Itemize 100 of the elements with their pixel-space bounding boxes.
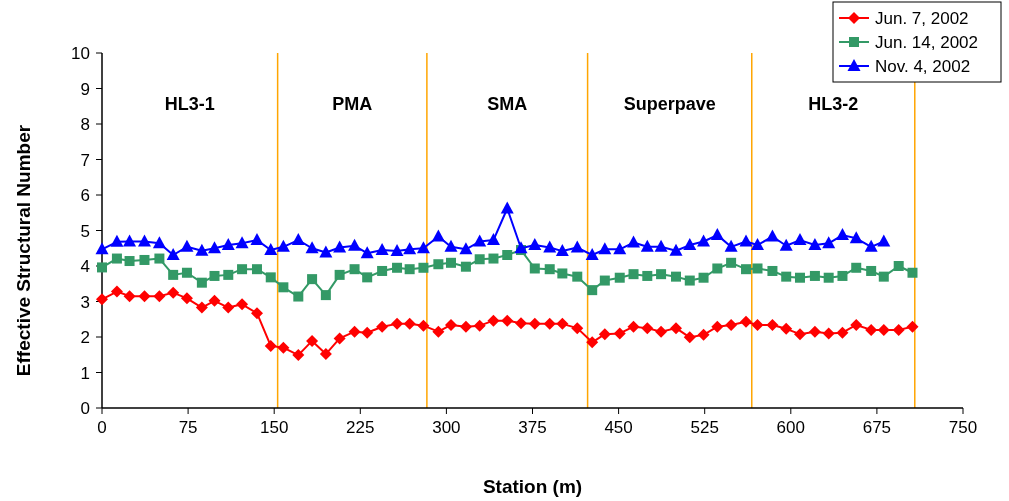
- point: [390, 244, 404, 257]
- point: [377, 265, 388, 276]
- point: [765, 229, 779, 242]
- point: [751, 238, 765, 251]
- point: [642, 270, 653, 281]
- point: [306, 334, 319, 347]
- y-tick-label: 7: [80, 150, 90, 170]
- y-tick-label: 9: [80, 79, 90, 99]
- point: [543, 317, 556, 330]
- x-tick-label: 600: [776, 418, 805, 437]
- point: [444, 239, 458, 252]
- point: [391, 317, 404, 330]
- point: [740, 315, 753, 328]
- point: [767, 265, 778, 276]
- y-tick-label: 0: [80, 399, 90, 418]
- point: [864, 239, 878, 252]
- point: [822, 236, 836, 249]
- point: [264, 339, 277, 352]
- point: [793, 328, 806, 341]
- point: [654, 239, 668, 252]
- point: [656, 269, 667, 280]
- point: [528, 238, 542, 251]
- point: [878, 271, 889, 282]
- point: [683, 238, 697, 251]
- point: [655, 325, 668, 338]
- point: [250, 307, 263, 320]
- legend-label: Jun. 14, 2002: [875, 33, 979, 52]
- point: [376, 320, 389, 333]
- point: [780, 322, 793, 335]
- point: [835, 228, 849, 241]
- point: [781, 271, 792, 282]
- x-axis-title: Station (m): [482, 476, 583, 497]
- point: [793, 233, 807, 246]
- point: [906, 320, 919, 333]
- point: [627, 320, 640, 333]
- point: [307, 274, 318, 285]
- point: [710, 228, 724, 241]
- point: [459, 242, 473, 255]
- point: [572, 271, 583, 282]
- x-tick-label: 675: [862, 418, 892, 437]
- point: [474, 254, 485, 265]
- y-tick-label: 2: [80, 328, 90, 347]
- point: [837, 270, 848, 281]
- point: [319, 245, 333, 258]
- point: [711, 320, 724, 333]
- point: [319, 348, 332, 361]
- point: [333, 240, 347, 253]
- point: [822, 327, 835, 340]
- point: [555, 244, 569, 257]
- point: [349, 264, 360, 275]
- y-tick-label: 5: [80, 221, 90, 241]
- point: [418, 262, 429, 273]
- point: [502, 250, 513, 260]
- point: [808, 325, 821, 338]
- point: [851, 262, 862, 273]
- point: [208, 294, 221, 307]
- point: [180, 292, 193, 305]
- point: [473, 319, 486, 332]
- annotation: SMA: [487, 93, 528, 114]
- point: [628, 269, 639, 280]
- x-tick-label: 450: [604, 418, 633, 437]
- point: [362, 272, 373, 283]
- point: [877, 234, 891, 247]
- point: [139, 254, 150, 265]
- point: [208, 241, 221, 254]
- point: [111, 253, 122, 264]
- point: [514, 241, 528, 254]
- point: [276, 239, 290, 252]
- point: [196, 277, 207, 288]
- point: [501, 314, 514, 327]
- y-tick-label: 6: [80, 186, 90, 205]
- point: [445, 257, 456, 268]
- x-tick-label: 300: [432, 418, 461, 437]
- point: [726, 257, 737, 268]
- legend-label: Nov. 4, 2002: [875, 57, 971, 76]
- point: [698, 272, 709, 283]
- point: [292, 349, 305, 362]
- point: [404, 264, 415, 275]
- y-tick-label: 4: [80, 257, 90, 276]
- point: [528, 317, 541, 330]
- x-tick-label: 375: [518, 418, 547, 437]
- point: [110, 234, 124, 247]
- point: [431, 229, 445, 242]
- point: [154, 253, 165, 264]
- point: [459, 320, 472, 333]
- point: [221, 238, 235, 251]
- point: [823, 272, 834, 283]
- point: [361, 326, 374, 339]
- point: [585, 248, 599, 260]
- point: [486, 233, 500, 246]
- y-axis-title: Effective Structural Number: [13, 124, 34, 377]
- point: [598, 328, 611, 341]
- point: [613, 327, 626, 340]
- point: [97, 262, 107, 273]
- y-tick-label: 1: [80, 363, 90, 383]
- point: [809, 270, 820, 281]
- point: [110, 285, 123, 298]
- point: [195, 243, 209, 256]
- point: [95, 242, 109, 255]
- x-tick-label: 150: [260, 418, 289, 437]
